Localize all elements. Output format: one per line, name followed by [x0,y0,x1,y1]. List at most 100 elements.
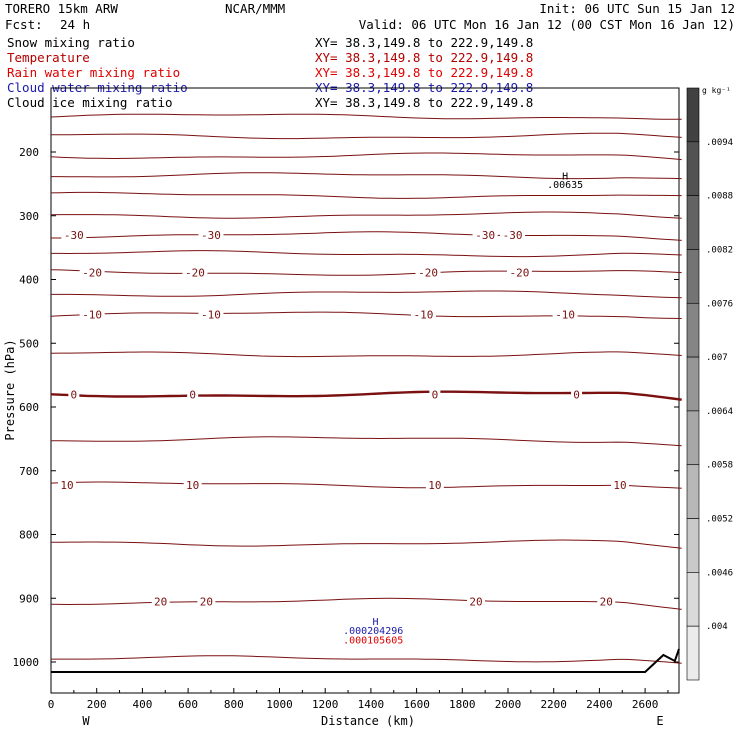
colorbar-tick-label: .0076 [706,299,733,309]
contour-label: -10 [555,309,575,322]
colorbar-segment [686,302,700,358]
x-tick-label: 1200 [312,698,339,711]
isotherm-line [51,231,682,241]
extremum-annotation: .000105605 [343,636,403,647]
y-tick-label: 300 [19,210,39,223]
field-xy-cloud-ice: XY= 38.3,149.8 to 222.9,149.8 [315,95,533,110]
contour-label: 10 [428,479,441,492]
contour-label: -20 [509,266,529,279]
extremum-annotation: .00635 [547,180,583,191]
colorbar-tick-label: .0064 [706,407,733,417]
colorbar-tick-label: .0094 [706,138,733,148]
contour-label: -20 [82,266,102,279]
fcst-label: Fcst: [5,17,43,32]
contour-label: -10 [201,309,221,322]
field-name-cloud-ice: Cloud ice mixing ratio [7,95,173,110]
y-tick-label: 500 [19,337,39,350]
colorbar-segment [686,249,700,304]
x-axis-west-label: W [82,714,90,728]
field-xy-rain: XY= 38.3,149.8 to 222.9,149.8 [315,65,533,80]
colorbar-segment [686,572,700,627]
colorbar-segment [686,195,700,250]
valid-time: Valid: 06 UTC Mon 16 Jan 12 (00 CST Mon … [359,17,735,32]
contour-label: 10 [60,479,73,492]
x-tick-label: 600 [178,698,198,711]
colorbar-tick-label: .0088 [706,192,733,202]
fcst-value: 24 h [60,17,90,32]
isotherm-line [50,113,682,120]
field-xy-snow: XY= 38.3,149.8 to 222.9,149.8 [315,35,533,50]
colorbar: .0094 .0088 .0082 .0076 .007 .0064 .0058 .0052.… [686,87,733,681]
init-time: Init: 06 UTC Sun 15 Jan 12 [539,1,735,16]
x-tick-label: 800 [224,698,244,711]
colorbar-tick-label: .007 [706,353,728,363]
isotherm-line [51,436,682,447]
contour-label-layer: -30 -30 -30 -30 -20 -20 -20 -20 -10 -10 -10 -10 0 0 0 0… [57,172,629,647]
contour-label: -30 [503,229,523,242]
model-label: TORERO 15km ARW [5,1,118,16]
isotherm-line [50,269,682,276]
y-axis-title: Pressure (hPa) [3,339,17,440]
isotherm-line [51,172,682,180]
contour-label: 0 [432,388,439,401]
y-tick-label: 200 [19,146,39,159]
colorbar-segment [686,625,700,681]
center-label: NCAR/MMM [225,1,285,16]
terrain-line [51,648,680,673]
x-tick-label: 1400 [358,698,385,711]
isotherm-line [50,481,682,489]
extremum-annotation: .000204296 [343,626,403,637]
contour-label: 10 [186,479,199,492]
contour-label: 20 [600,595,613,608]
plot-frame [50,87,680,694]
isotherm-line [51,132,682,140]
contour-label: 20 [469,595,482,608]
isotherm-line [51,539,682,549]
colorbar-segment [686,356,700,412]
colorbar-segment [686,518,700,573]
isotherm-line [50,351,682,358]
extremum-annotation: H [562,172,568,183]
isotherm-line [50,211,682,219]
contour-label: 0 [189,388,196,401]
extremum-annotation: H [372,617,378,628]
contour-label: -20 [418,266,438,279]
isotherm-line [50,191,682,199]
y-tick-label: 900 [19,592,39,605]
x-tick-label: 2200 [540,698,567,711]
x-tick-label: 2400 [586,698,613,711]
colorbar-segment [686,87,700,143]
isotherm-line [51,250,682,258]
contour-label: -30 [475,229,495,242]
isotherm-line [51,290,682,299]
colorbar-segment [686,410,700,466]
y-tick-label: 1000 [13,656,40,669]
y-tick-label: 600 [19,401,39,414]
axis-layer: 0 200 400 600 800 1000 1200 1400 1600 1800 2000 220… [13,146,679,711]
x-tick-label: 0 [48,698,55,711]
x-tick-label: 400 [132,698,152,711]
isotherm-line [50,390,682,401]
contour-layer [50,113,682,673]
field-name-rain: Rain water mixing ratio [7,65,180,80]
contour-label: 0 [573,388,580,401]
x-tick-label: 1600 [403,698,430,711]
x-tick-label: 1000 [266,698,293,711]
isotherm-line [50,152,682,161]
contour-label: 20 [154,595,167,608]
colorbar-tick-label: .0082 [706,245,733,255]
field-name-temperature: Temperature [7,50,90,65]
contour-label: -10 [82,309,102,322]
x-axis-title: Distance (km) [321,714,415,728]
y-tick-label: 400 [19,274,39,287]
contour-label: 0 [71,388,78,401]
colorbar-segment [686,141,700,196]
colorbar-tick-label: .0052 [706,515,733,525]
field-xy-temperature: XY= 38.3,149.8 to 222.9,149.8 [315,50,533,65]
isotherm-line [51,655,682,664]
x-tick-label: 2000 [495,698,522,711]
contour-label: -30 [201,229,221,242]
x-tick-label: 1800 [449,698,476,711]
y-tick-label: 800 [19,529,39,542]
colorbar-tick-label: .0046 [706,568,733,578]
